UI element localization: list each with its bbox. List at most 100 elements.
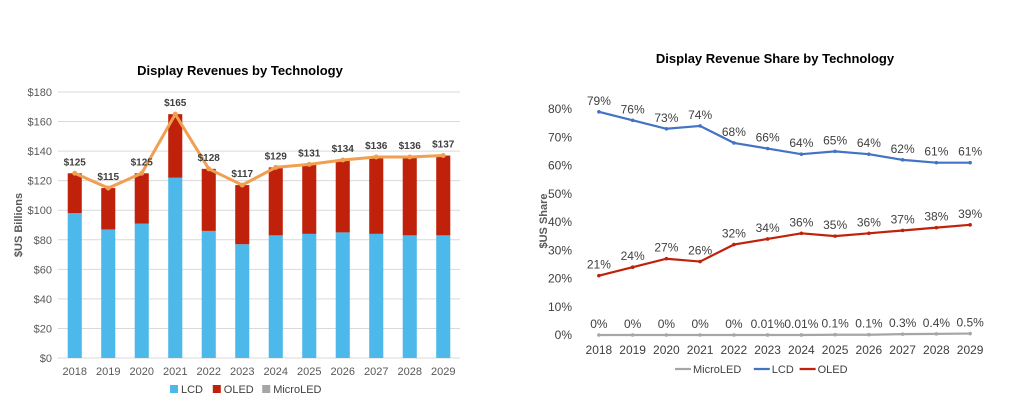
share-line-oled (598, 223, 971, 277)
revenue-x-tick-label: 2021 (163, 366, 187, 378)
share-x-tick-label: 2018 (586, 343, 613, 357)
share-point-oled (630, 265, 635, 269)
revenue-y-axis-title: $US Billions (13, 193, 25, 257)
share-point-lcd (867, 152, 871, 156)
share-label-lcd: 79% (587, 94, 611, 108)
share-label-lcd: 64% (857, 136, 881, 150)
revenue-total-label: $131 (298, 148, 321, 159)
revenue-chart: Display Revenues by Technology $US Billi… (13, 63, 460, 396)
share-label-oled: 24% (621, 249, 645, 263)
share-x-tick-label: 2020 (653, 343, 680, 357)
revenue-total-point (440, 153, 446, 159)
revenue-y-tick-label: $120 (28, 176, 52, 188)
revenue-total-label: $128 (198, 153, 221, 164)
revenue-y-tick-label: $160 (28, 117, 52, 129)
share-point-lcd (698, 124, 702, 128)
revenue-total-label: $136 (399, 141, 422, 152)
share-label-microled: 0% (624, 317, 642, 331)
revenue-bar-lcd (201, 230, 216, 358)
share-label-oled: 36% (789, 215, 813, 229)
share-point-lcd (968, 160, 972, 165)
share-point-microled (934, 332, 939, 336)
share-x-tick-label: 2029 (957, 343, 984, 357)
revenue-bar-oled (101, 188, 116, 230)
revenue-total-point (273, 164, 279, 170)
share-legend-label-microled: MicroLED (693, 364, 741, 376)
share-label-oled: 35% (823, 218, 847, 232)
share-point-oled (934, 225, 939, 230)
revenue-total-point (407, 154, 413, 160)
revenue-x-tick-label: 2019 (96, 366, 120, 378)
share-line-lcd (598, 110, 971, 164)
share-x-tick-label: 2024 (788, 343, 815, 357)
share-y-tick-label: 60% (548, 159, 572, 173)
revenue-y-tick-label: $180 (28, 87, 52, 99)
legend-label-lcd: LCD (181, 384, 203, 396)
share-point-microled (698, 333, 702, 337)
revenue-bar-oled (402, 157, 417, 236)
share-point-microled (833, 332, 837, 337)
share-point-oled (765, 237, 770, 241)
share-point-oled (867, 231, 871, 236)
share-point-microled (630, 333, 635, 337)
revenue-bar-lcd (302, 233, 317, 358)
revenue-bar-lcd (101, 229, 116, 358)
revenue-total-label: $125 (131, 157, 154, 168)
share-label-microled: 0.1% (855, 317, 883, 331)
share-y-tick-label: 30% (548, 243, 572, 257)
share-point-microled (664, 333, 669, 337)
share-label-lcd: 62% (891, 142, 915, 156)
revenue-total-point (306, 161, 312, 167)
share-label-oled: 38% (924, 210, 948, 224)
share-chart-title: Display Revenue Share by Technology (656, 51, 895, 66)
revenue-bar-oled (67, 173, 82, 214)
share-label-oled: 36% (857, 215, 881, 229)
legend-swatch-lcd (170, 385, 178, 393)
revenue-total-label: $125 (64, 157, 87, 168)
share-label-microled: 0% (691, 317, 709, 331)
revenue-x-tick-label: 2023 (230, 366, 254, 378)
revenue-y-tick-label: $100 (28, 205, 52, 217)
revenue-x-tick-label: 2027 (364, 366, 388, 378)
revenue-bar-oled (335, 159, 350, 233)
share-point-oled (799, 231, 804, 236)
share-point-lcd (934, 160, 939, 165)
share-point-oled (664, 256, 669, 261)
revenue-chart-panel: Display Revenues by Technology $US Billi… (0, 50, 505, 404)
share-point-lcd (732, 141, 736, 145)
revenue-x-tick-label: 2018 (63, 366, 87, 378)
share-label-microled: 0% (658, 317, 676, 331)
share-label-microled: 0.01% (751, 317, 785, 331)
share-label-lcd: 66% (756, 131, 780, 145)
share-point-microled (867, 332, 871, 337)
share-point-lcd (799, 152, 804, 156)
share-x-tick-label: 2019 (619, 343, 646, 357)
revenue-total-line (74, 111, 444, 190)
share-label-lcd: 74% (688, 108, 712, 122)
share-chart: Display Revenue Share by Technology $US … (538, 51, 984, 376)
revenue-total-label: $115 (97, 172, 119, 183)
share-label-oled: 32% (722, 227, 746, 241)
share-x-tick-label: 2026 (856, 343, 883, 357)
revenue-x-tick-label: 2020 (130, 366, 154, 378)
share-point-lcd (664, 126, 669, 131)
revenue-total-point (172, 111, 178, 117)
revenue-bar-oled (268, 167, 283, 236)
revenue-total-label: $136 (365, 141, 388, 152)
revenue-bar-lcd (335, 232, 350, 358)
share-point-oled (597, 273, 601, 278)
share-label-oled: 27% (654, 241, 678, 255)
revenue-bar-lcd (268, 235, 283, 358)
share-label-microled: 0.5% (956, 316, 984, 330)
share-label-oled: 26% (688, 244, 712, 258)
share-chart-panel: Display Revenue Share by Technology $US … (535, 40, 1024, 404)
share-point-oled (833, 234, 837, 238)
revenue-total-point (373, 154, 379, 160)
share-label-microled: 0.1% (821, 317, 849, 331)
revenue-total-point (206, 166, 212, 172)
revenue-total-label: $134 (332, 144, 355, 155)
share-point-microled (900, 332, 905, 336)
legend-swatch-microled (262, 385, 271, 393)
share-point-lcd (900, 158, 905, 162)
revenue-bar-lcd (67, 213, 82, 358)
